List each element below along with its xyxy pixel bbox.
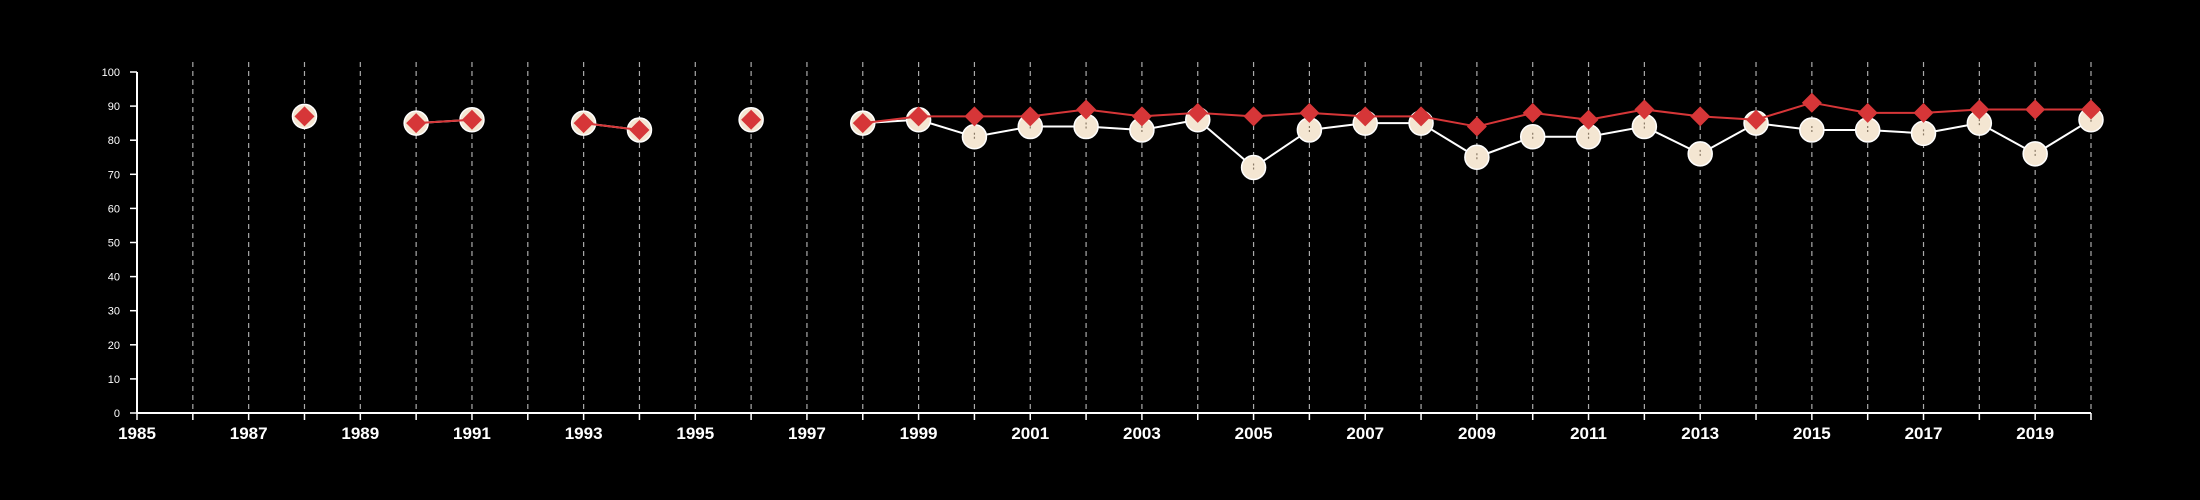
x-tick-label: 2009 xyxy=(1458,424,1496,443)
series-2-point xyxy=(406,113,427,134)
series-2-point xyxy=(1578,109,1599,130)
series-2-point xyxy=(294,106,315,127)
data-series xyxy=(291,92,2104,181)
series-2-point xyxy=(2025,99,2046,120)
series-2-point xyxy=(1299,102,1320,123)
y-tick-label: 60 xyxy=(108,203,120,215)
series-2-point xyxy=(573,113,594,134)
y-tick-label: 20 xyxy=(108,340,120,352)
series-2-point xyxy=(1522,102,1543,123)
x-tick-label: 2003 xyxy=(1123,424,1161,443)
series-2-point xyxy=(1020,106,1041,127)
x-tick-label: 1987 xyxy=(230,424,268,443)
x-tick-label: 2019 xyxy=(2016,424,2054,443)
x-tick-label: 2001 xyxy=(1011,424,1049,443)
x-tick-label: 1993 xyxy=(565,424,603,443)
series-2-point xyxy=(2081,99,2101,120)
axes: 0 10 20 30 40 50 60 70 80 90 100 1985 1987 1989 1991 19… xyxy=(102,67,2092,443)
x-tick-label: 2015 xyxy=(1793,424,1831,443)
x-tick-label: 2011 xyxy=(1570,424,1607,443)
series-2-point xyxy=(1187,102,1208,123)
series-2-point xyxy=(1857,102,1878,123)
series-2-point xyxy=(461,109,482,130)
series-2-point xyxy=(1466,116,1487,137)
x-tick-label: 2005 xyxy=(1235,424,1273,443)
y-tick-label: 70 xyxy=(108,169,120,181)
y-tick-label: 50 xyxy=(108,238,120,250)
series-2-point xyxy=(1355,106,1376,127)
x-tick-label: 2013 xyxy=(1681,424,1719,443)
y-tick-label: 10 xyxy=(108,374,120,386)
x-tick-label: 1995 xyxy=(676,424,714,443)
y-tick-label: 40 xyxy=(108,272,120,284)
series-2-point xyxy=(1634,99,1655,120)
y-tick-label: 80 xyxy=(108,135,120,147)
x-tick-label: 1989 xyxy=(341,424,379,443)
series-2-point xyxy=(1411,106,1432,127)
y-tick-label: 100 xyxy=(102,67,120,79)
series-2-point xyxy=(1690,106,1711,127)
series-2-point xyxy=(1131,106,1152,127)
series-2-point xyxy=(964,106,985,127)
x-tick-label: 2007 xyxy=(1346,424,1384,443)
x-tick-label: 1991 xyxy=(453,424,491,443)
series-2-point xyxy=(1913,102,1934,123)
x-tick-label: 1985 xyxy=(118,424,156,443)
x-tick-label: 1997 xyxy=(788,424,826,443)
series-2 xyxy=(294,92,2101,140)
y-tick-label: 90 xyxy=(108,101,120,113)
series-2-point xyxy=(1801,92,1822,113)
y-tick-label: 30 xyxy=(108,306,120,318)
y-tick-label: 0 xyxy=(114,408,120,420)
series-2-point xyxy=(852,113,873,134)
series-2-point xyxy=(629,119,650,140)
x-tick-label: 2017 xyxy=(1905,424,1943,443)
series-2-line xyxy=(583,122,640,131)
series-2-point xyxy=(741,109,762,130)
x-tick-label: 1999 xyxy=(900,424,938,443)
series-2-point xyxy=(1243,106,1264,127)
series-2-point xyxy=(1076,99,1097,120)
series-2-point xyxy=(1969,99,1990,120)
series-2-point xyxy=(908,106,929,127)
series-2-point xyxy=(1746,109,1767,130)
